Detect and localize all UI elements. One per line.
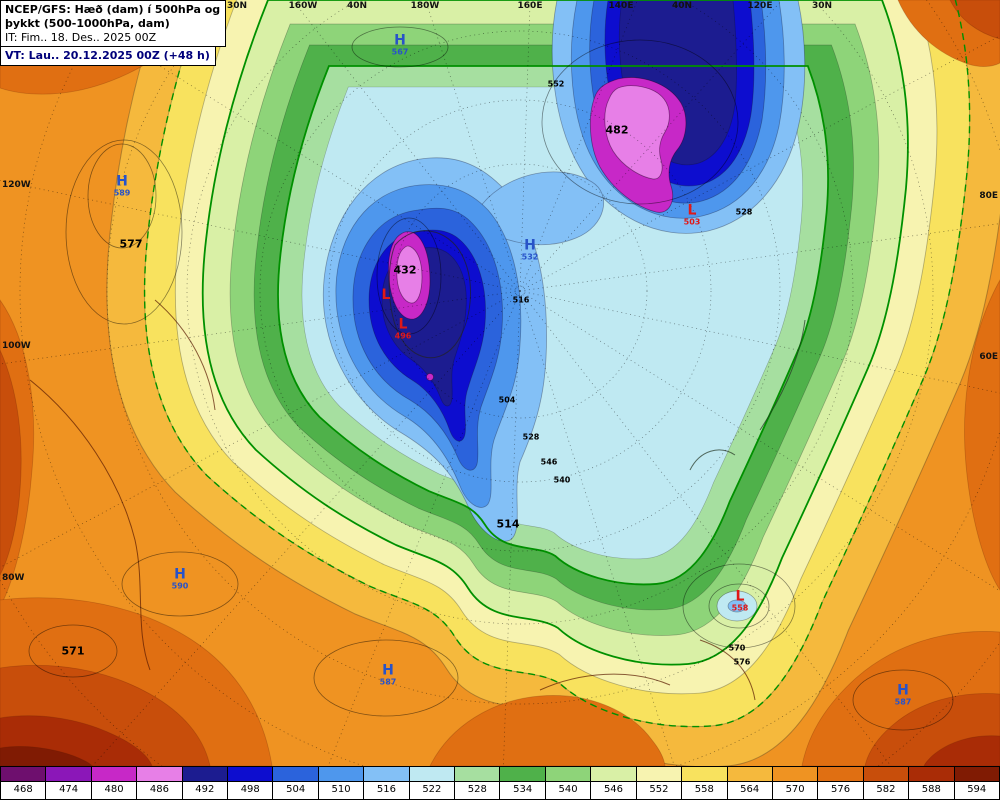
colorbar-value: 504 [272,782,318,800]
colorbar-cell [181,766,228,782]
colorbar-cell [862,766,909,782]
title-line-1: NCEP/GFS: Hæð (dam) í 500hPa og [5,3,221,16]
colorbar-value: 558 [681,782,727,800]
colorbar-value: 510 [317,782,364,800]
colorbar-values: 468 474 480 486 492 498 504 510 516 522 528 534 540 5… [0,782,1000,800]
colorbar-value: 540 [544,782,591,800]
colorbar-cell [272,766,318,782]
colorbar-value: 570 [771,782,818,800]
colorbar-cell [454,766,500,782]
colorbar-cell [726,766,772,782]
colorbar-cell [635,766,682,782]
colorbar-cell [227,766,273,782]
map-title-box: NCEP/GFS: Hæð (dam) í 500hPa og þykkt (5… [0,0,227,66]
colorbar-cells [0,766,1000,782]
colorbar-value: 534 [499,782,545,800]
colorbar-cell [953,766,1000,782]
colorbar-value: 528 [454,782,500,800]
colorbar-cell [681,766,727,782]
colorbar-value: 552 [635,782,682,800]
weather-map: 30N 160W 40N 180W 160E 140E 40N 120E 30N 120W 100W… [0,0,1000,766]
title-main: NCEP/GFS: Hæð (dam) í 500hPa og þykkt (5… [0,0,227,48]
colorbar-cell [499,766,545,782]
colorbar-value: 480 [90,782,137,800]
colorbar-cell [136,766,182,782]
colorbar-value: 546 [590,782,636,800]
map-canvas [0,0,1000,766]
colorbar-cell [90,766,137,782]
europe-cold-spot [716,590,758,622]
colorbar-value: 588 [908,782,954,800]
title-line-2: þykkt (500-1000hPa, dam) [5,16,170,30]
colorbar-value: 594 [953,782,1000,800]
height-contours [28,26,954,731]
colorbar-cell [0,766,46,782]
colorbar-cell [817,766,863,782]
colorbar-value: 522 [408,782,455,800]
colorbar-value: 516 [363,782,409,800]
warm-edge-patches [0,0,1000,766]
valid-time: VT: Lau.. 20.12.2025 00Z (+48 h) [0,46,216,66]
colorbar-value: 492 [181,782,228,800]
colorbar-cell [363,766,409,782]
graticule [0,0,1000,766]
colorbar-value: 474 [45,782,91,800]
colorbar-cell [408,766,455,782]
colorbar-value: 576 [817,782,863,800]
colorbar-cell [590,766,636,782]
colorbar-value: 468 [0,782,46,800]
colorbar-cell [544,766,591,782]
coastlines [29,230,806,701]
colorbar-cell [908,766,954,782]
colorbar-cell [45,766,91,782]
colorbar-value: 498 [227,782,273,800]
colorbar-cell [771,766,818,782]
colorbar-value: 582 [862,782,909,800]
init-time: IT: Fim.. 18. Des.. 2025 00Z [5,30,157,44]
vortex-cores [388,77,687,381]
colorbar-value: 564 [726,782,772,800]
colorbar-value: 486 [136,782,182,800]
colorbar-cell [317,766,364,782]
colorbar: 468 474 480 486 492 498 504 510 516 522 528 534 540 5… [0,766,1000,800]
